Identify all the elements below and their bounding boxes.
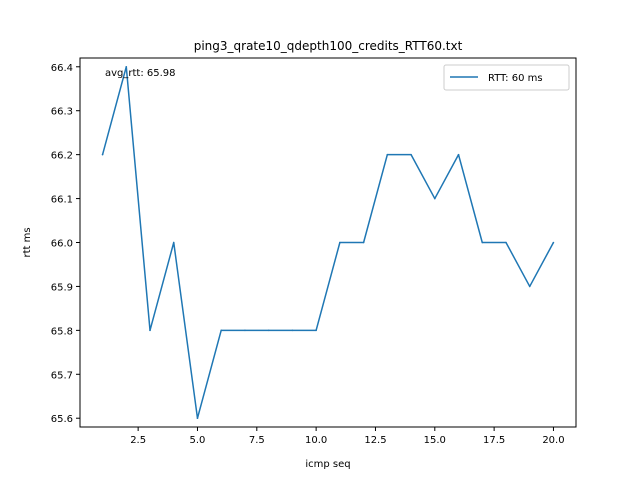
y-tick-label: 65.7 [51,370,73,381]
plot-area-frame [79,57,577,428]
data-point [433,197,436,200]
x-tick-label: 10.0 [305,435,327,446]
legend-box [443,64,570,91]
data-point [315,329,317,332]
y-tick-label: 65.8 [51,326,73,337]
y-tick-label: 66.0 [51,239,73,250]
y-tick-label: 66.3 [51,107,73,118]
y-tick-label: 65.6 [51,414,73,425]
y-tick-label: 66.1 [51,195,73,206]
data-point [267,329,270,332]
y-tick-label: 66.2 [51,151,73,162]
data-point [101,153,104,156]
chart-title: ping3_qrate10_qdepth100_credits_RTT60.tx… [194,39,463,53]
y-axis-label: rtt ms [22,227,33,257]
data-point [481,241,484,244]
data-point [528,285,531,288]
x-tick-label: 7.5 [249,435,265,446]
data-point [362,241,365,244]
y-axis-ticks: 65.6 65.7 65.8 65.9 66.0 66.1 66.2 66.3 66.4 [51,63,80,425]
x-tick-label: 15.0 [424,435,446,446]
data-point [149,329,151,332]
series-line [101,66,555,419]
data-point [386,153,389,156]
y-tick-label: 65.9 [51,282,73,293]
x-tick-label: 12.5 [364,435,386,446]
series-layer [101,65,555,420]
y-tick-label: 66.4 [51,63,73,74]
data-point [410,153,412,156]
x-tick-label: 20.0 [542,435,564,446]
data-point [552,241,555,244]
legend-label: RTT: 60 ms [488,73,543,84]
x-axis-label: icmp seq [305,459,350,470]
legend: RTT: 60 ms [443,64,570,91]
data-point [244,329,246,332]
data-point [291,329,294,332]
data-point [196,417,199,420]
data-point [172,241,175,244]
avg-rtt-annotation: avg_rtt: 65.98 [105,68,176,79]
x-tick-label: 5.0 [190,435,206,446]
data-point [457,153,460,156]
data-point [220,329,223,332]
x-axis-ticks: 2.5 5.0 7.5 10.0 12.5 15.0 17.5 20.0 [130,427,565,446]
data-point [339,241,341,244]
data-point [125,65,128,68]
x-tick-label: 17.5 [483,435,505,446]
x-tick-label: 2.5 [130,435,146,446]
data-point [505,241,507,244]
